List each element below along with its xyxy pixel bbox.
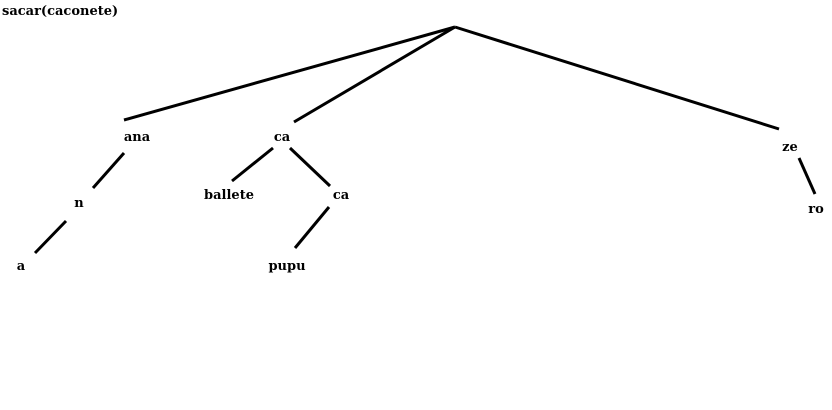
edge-ca-pupu: [295, 207, 329, 248]
node-ballete: ballete: [204, 188, 254, 203]
edge-root-ze: [455, 27, 779, 129]
node-ca-1: ca: [274, 130, 291, 145]
node-pupu: pupu: [268, 259, 305, 274]
node-n: n: [74, 196, 84, 211]
node-ze: ze: [782, 140, 798, 155]
node-a: a: [17, 259, 26, 274]
edge-ze-ro: [799, 158, 815, 194]
node-ana: ana: [124, 130, 151, 145]
edge-root-ca: [294, 27, 455, 122]
node-ro: ro: [808, 202, 824, 217]
edge-ana-n: [93, 153, 124, 188]
edge-root-ana: [124, 27, 455, 120]
edge-ca-ballete: [232, 148, 273, 181]
node-ca-2: ca: [333, 188, 350, 203]
edge-ca-ca: [290, 148, 330, 186]
edge-n-a: [35, 221, 66, 253]
